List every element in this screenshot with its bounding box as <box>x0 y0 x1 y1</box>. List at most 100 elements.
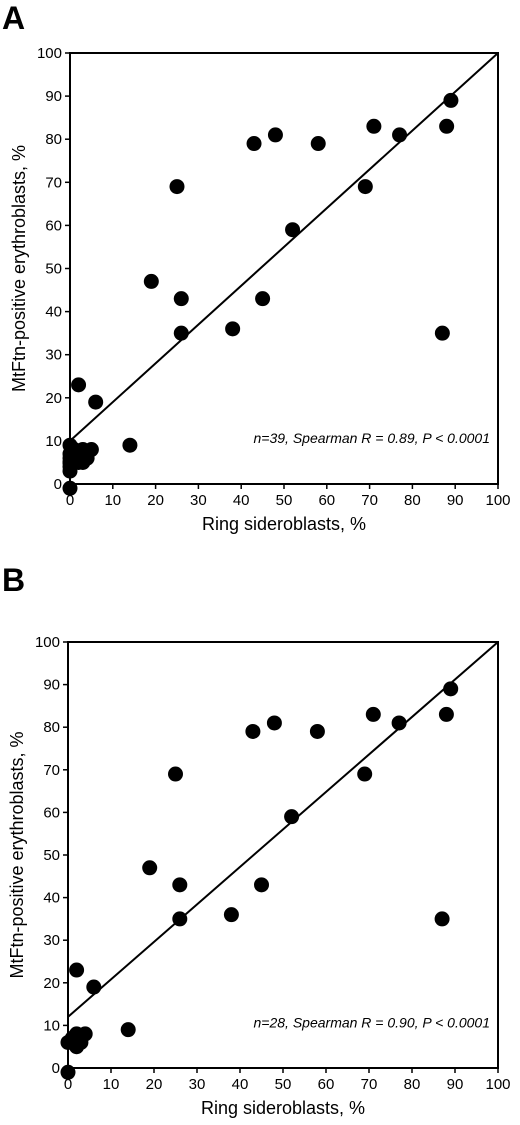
data-point <box>62 480 78 496</box>
data-point <box>69 962 85 978</box>
data-point <box>169 179 185 195</box>
data-point <box>168 766 183 782</box>
data-point <box>439 118 455 134</box>
panel-b: B 0 10 20 30 40 50 60 70 80 90 100 0 10 20 30 40 50 60 70 8… <box>0 562 520 1125</box>
y-tick-label: 50 <box>45 261 62 278</box>
stats-annotation: n=39, Spearman R = 0.89, P < 0.0001 <box>254 430 490 446</box>
panel-label: B <box>2 562 26 598</box>
x-tick-label: 0 <box>66 492 74 509</box>
x-tick-label: 80 <box>404 1076 421 1093</box>
data-point <box>246 136 262 152</box>
x-tick-label: 70 <box>361 1076 378 1093</box>
y-tick-label: 30 <box>43 932 60 949</box>
y-tick-label: 10 <box>45 433 62 450</box>
x-tick-label: 10 <box>104 492 121 509</box>
y-tick-label: 70 <box>43 762 60 779</box>
x-tick-label: 30 <box>190 492 207 509</box>
data-point <box>443 681 459 697</box>
data-point <box>310 136 326 152</box>
data-point <box>266 715 282 731</box>
data-point <box>309 723 325 739</box>
x-tick-label: 20 <box>146 1076 163 1093</box>
x-tick-label: 20 <box>147 492 164 509</box>
data-point <box>86 979 102 995</box>
y-tick-label: 70 <box>45 174 62 191</box>
data-point <box>365 706 381 722</box>
data-point <box>88 394 104 410</box>
y-axis-title: MtFtn-positive erythroblasts, % <box>9 145 29 392</box>
data-point <box>357 179 373 195</box>
y-tick-label: 0 <box>54 476 62 493</box>
data-point <box>285 222 301 238</box>
y-tick-label: 80 <box>43 719 60 736</box>
data-point <box>120 1022 136 1038</box>
data-point <box>366 118 382 134</box>
x-tick-label: 50 <box>275 1076 292 1093</box>
data-point <box>223 907 239 923</box>
data-point <box>267 127 283 143</box>
y-tick-label: 100 <box>37 45 62 62</box>
y-tick-label: 100 <box>35 634 60 651</box>
data-point <box>71 377 87 393</box>
data-point <box>225 321 241 337</box>
data-point <box>172 911 188 927</box>
x-tick-label: 60 <box>318 1076 335 1093</box>
data-point <box>60 1064 76 1080</box>
data-point <box>62 454 78 470</box>
x-tick-label: 40 <box>233 492 250 509</box>
data-point <box>443 92 459 108</box>
x-tick-label: 10 <box>103 1076 120 1093</box>
regression-line <box>69 52 499 442</box>
plot-frame <box>67 641 499 1069</box>
data-point <box>434 325 450 341</box>
x-tick-label: 0 <box>64 1076 72 1093</box>
data-point <box>142 860 158 876</box>
data-point <box>173 325 189 341</box>
scatter-chart-b: 0 10 20 30 40 50 60 70 80 90 100 0 10 20 30 40 50 60 70 80 9… <box>7 634 511 1118</box>
stats-annotation: n=28, Spearman R = 0.90, P < 0.0001 <box>254 1015 490 1031</box>
x-tick-label: 40 <box>232 1076 249 1093</box>
x-tick-label: 70 <box>361 492 378 509</box>
y-axis-title: MtFtn-positive erythroblasts, % <box>7 731 27 978</box>
y-tick-label: 90 <box>43 677 60 694</box>
y-tick-label: 40 <box>43 890 60 907</box>
y-tick-label: 40 <box>45 304 62 321</box>
y-tick-label: 90 <box>45 88 62 105</box>
y-tick-label: 10 <box>43 1017 60 1034</box>
y-tick-label: 20 <box>43 975 60 992</box>
x-tick-label: 100 <box>485 1076 510 1093</box>
panel-a: A 0 10 20 30 40 50 60 70 80 90 100 0 10 20 30 40 50 60 70 8… <box>0 0 520 560</box>
data-point <box>172 877 188 893</box>
regression-line <box>67 641 499 1018</box>
data-point <box>173 291 189 307</box>
data-point <box>122 437 138 453</box>
y-tick-label: 20 <box>45 390 62 407</box>
data-point <box>255 291 271 307</box>
x-axis-title: Ring sideroblasts, % <box>202 514 366 534</box>
data-point <box>434 911 450 927</box>
y-tick-label: 80 <box>45 131 62 148</box>
data-point <box>79 446 95 462</box>
data-point <box>392 127 408 143</box>
data-point <box>438 706 454 722</box>
data-point <box>245 723 261 739</box>
y-tick-label: 50 <box>43 847 60 864</box>
x-tick-label: 100 <box>485 492 510 509</box>
data-point <box>143 273 159 289</box>
x-axis-title: Ring sideroblasts, % <box>201 1098 365 1118</box>
panel-label: A <box>2 0 26 36</box>
x-tick-label: 50 <box>276 492 293 509</box>
x-tick-label: 30 <box>189 1076 206 1093</box>
x-tick-label: 60 <box>318 492 335 509</box>
x-tick-label: 90 <box>447 492 464 509</box>
y-tick-label: 0 <box>52 1060 60 1077</box>
plot-frame <box>69 52 499 485</box>
data-point <box>254 877 269 893</box>
x-tick-label: 80 <box>404 492 421 509</box>
data-point <box>284 809 300 825</box>
data-point <box>73 1034 89 1050</box>
data-point <box>357 766 373 782</box>
scatter-chart-a: 0 10 20 30 40 50 60 70 80 90 100 0 10 20 30 40 50 60 70 80 9… <box>9 45 511 534</box>
x-tick-label: 90 <box>447 1076 464 1093</box>
data-point <box>391 715 407 731</box>
